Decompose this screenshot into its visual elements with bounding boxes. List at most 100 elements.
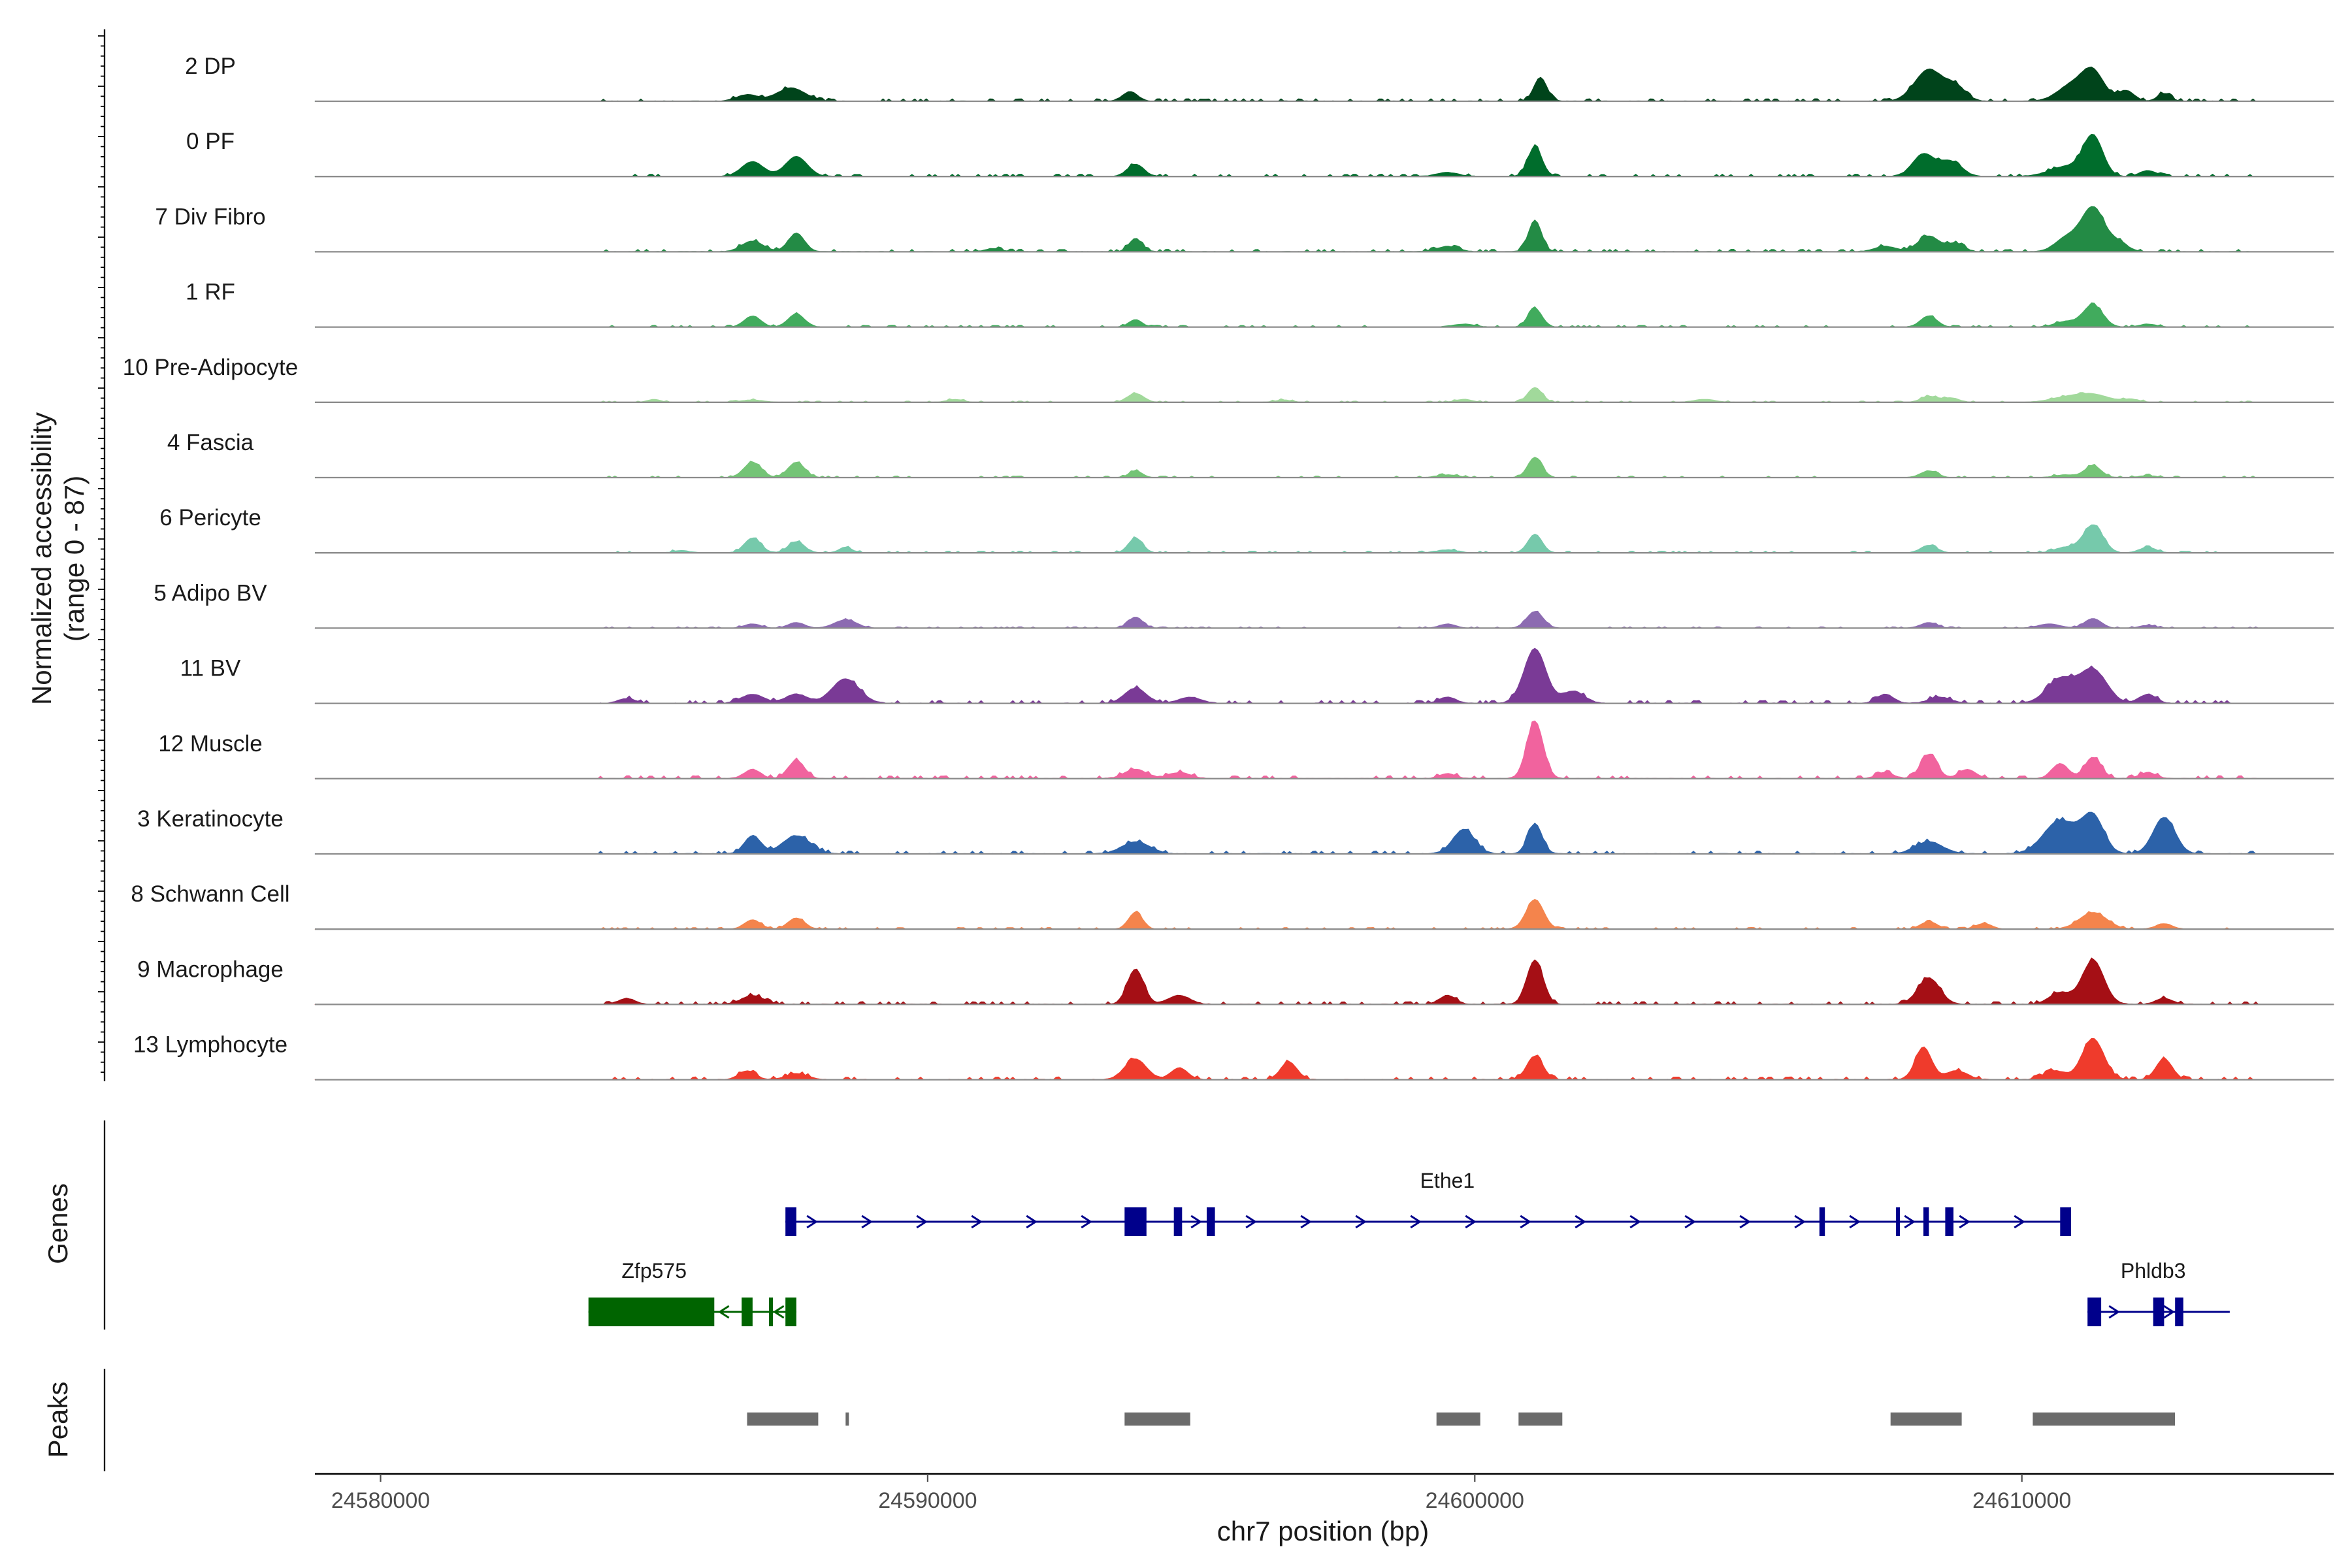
- track-label: 7 Div Fibro: [155, 204, 265, 229]
- strand-arrow: [1520, 1215, 1531, 1229]
- x-tick-label: 24610000: [1972, 1488, 2071, 1513]
- track-label: 8 Schwann Cell: [131, 881, 289, 907]
- peak-region: [2033, 1413, 2176, 1426]
- coverage-track: 3 Keratinocyte: [137, 806, 2334, 855]
- coverage-track: 12 Muscle: [158, 720, 2334, 779]
- strand-arrow: [1794, 1215, 1806, 1229]
- coverage-track: 13 Lymphocyte: [133, 1032, 2334, 1081]
- gene-exon: [785, 1207, 796, 1236]
- gene-exon: [588, 1298, 715, 1326]
- peak-region: [747, 1413, 819, 1426]
- coverage-area: [314, 387, 2334, 403]
- strand-arrow: [1739, 1215, 1751, 1229]
- gene-label: Zfp575: [621, 1259, 687, 1282]
- track-label: 6 Pericyte: [159, 505, 261, 531]
- gene-exon: [1896, 1207, 1901, 1236]
- track-label: 9 Macrophage: [137, 956, 284, 982]
- gene-exon: [769, 1298, 773, 1326]
- strand-arrow: [1190, 1215, 1202, 1229]
- strand-arrow: [861, 1215, 873, 1229]
- track-label: 1 RF: [186, 280, 235, 305]
- track-label: 2 DP: [185, 54, 236, 79]
- strand-arrow: [2014, 1215, 2025, 1229]
- coverage-track: 2 DP: [185, 54, 2334, 103]
- gene-exon: [1124, 1207, 1147, 1236]
- coverage-area: [314, 524, 2334, 553]
- coverage-area: [314, 206, 2334, 252]
- y-axis-title-line-1: Normalized accessibility: [26, 412, 57, 705]
- gene-exon: [785, 1298, 796, 1326]
- coverage-track: 0 PF: [186, 129, 2334, 178]
- strand-arrow: [772, 1305, 785, 1319]
- strand-arrow: [717, 1305, 730, 1319]
- strand-arrow: [1575, 1215, 1586, 1229]
- gene-exon: [742, 1298, 753, 1326]
- coverage-track: 4 Fascia: [167, 430, 2334, 479]
- peak-region: [1890, 1413, 1962, 1426]
- strand-arrow: [2163, 1305, 2175, 1319]
- coverage-area: [314, 1037, 2334, 1080]
- track-label: 12 Muscle: [158, 731, 263, 757]
- track-label: 4 Fascia: [167, 430, 254, 455]
- x-axis: 24580000 24590000 24600000 24610000: [315, 1473, 2334, 1513]
- peak-regions-panel: [747, 1413, 2176, 1426]
- gene-label: Phldb3: [2121, 1259, 2186, 1282]
- track-label: 10 Pre-Adipocyte: [123, 355, 298, 380]
- left-axes: [98, 29, 106, 1471]
- gene-exon: [2175, 1298, 2183, 1326]
- strand-arrow: [1849, 1215, 1861, 1229]
- y-axis-title-line-2: (range 0 - 87): [59, 476, 90, 642]
- strand-arrow: [1465, 1215, 1477, 1229]
- strand-arrow: [806, 1215, 818, 1229]
- x-tick-label: 24600000: [1426, 1488, 1524, 1513]
- strand-arrow: [971, 1215, 983, 1229]
- x-tick-label: 24590000: [878, 1488, 977, 1513]
- strand-arrow: [1959, 1215, 1970, 1229]
- peak-region: [845, 1413, 849, 1426]
- coverage-area: [314, 457, 2334, 478]
- gene-exon: [2087, 1298, 2102, 1326]
- gene-exon: [1207, 1207, 1215, 1236]
- coverage-area: [314, 647, 2334, 704]
- gene-annotation-panel: Ethe1 Zfp575 Phldb3: [588, 1169, 2230, 1326]
- coverage-track: 9 Macrophage: [137, 956, 2334, 1005]
- strand-arrow: [1300, 1215, 1312, 1229]
- coverage-track: 7 Div Fibro: [155, 204, 2334, 253]
- track-label: 5 Adipo BV: [154, 580, 267, 606]
- strand-arrow: [1410, 1215, 1422, 1229]
- coverage-track: 6 Pericyte: [159, 505, 2334, 554]
- coverage-track: 1 RF: [186, 280, 2334, 328]
- strand-arrow: [1026, 1215, 1037, 1229]
- strand-arrow: [1245, 1215, 1257, 1229]
- gene-exon: [1173, 1207, 1183, 1236]
- gene-model: Ethe1: [785, 1169, 2071, 1236]
- coverage-area: [314, 66, 2334, 102]
- gene-exon: [1819, 1207, 1825, 1236]
- gene-model: Phldb3: [2087, 1259, 2230, 1326]
- strand-arrow: [1904, 1215, 1916, 1229]
- gene-exon: [1923, 1207, 1929, 1236]
- gene-exon: [2153, 1298, 2164, 1326]
- x-tick-label: 24580000: [331, 1488, 430, 1513]
- coverage-tracks: 2 DP 0 PF 7 Div Fibro 1 RF 10 Pre-Adipocyte 4…: [123, 54, 2334, 1081]
- track-label: 0 PF: [186, 129, 235, 154]
- gene-exon: [2060, 1207, 2071, 1236]
- strand-arrow: [2108, 1305, 2120, 1319]
- coverage-area: [314, 610, 2334, 629]
- coverage-track: 5 Adipo BV: [154, 580, 2334, 629]
- strand-arrow: [1081, 1215, 1092, 1229]
- gene-exon: [1945, 1207, 1953, 1236]
- coverage-area: [314, 720, 2334, 779]
- coverage-track: 10 Pre-Adipocyte: [123, 355, 2334, 403]
- coverage-area: [314, 957, 2334, 1005]
- coverage-area: [314, 302, 2334, 327]
- strand-arrow: [1684, 1215, 1696, 1229]
- coverage-track: 8 Schwann Cell: [131, 881, 2334, 930]
- peaks-panel-label: Peaks: [42, 1382, 73, 1458]
- track-label: 13 Lymphocyte: [133, 1032, 287, 1058]
- track-label: 11 BV: [180, 656, 241, 681]
- genes-panel-label: Genes: [42, 1183, 73, 1264]
- coverage-area: [314, 899, 2334, 930]
- strand-arrow: [916, 1215, 928, 1229]
